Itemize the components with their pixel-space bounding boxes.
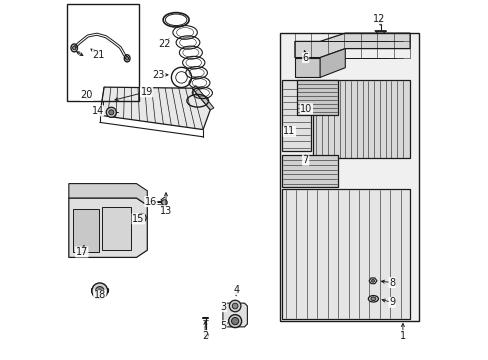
Circle shape xyxy=(228,315,241,328)
Circle shape xyxy=(98,289,102,293)
Polygon shape xyxy=(294,58,320,77)
Text: 1: 1 xyxy=(399,330,405,341)
Bar xyxy=(279,33,419,321)
Text: 11: 11 xyxy=(283,126,295,136)
Polygon shape xyxy=(102,207,131,250)
Circle shape xyxy=(92,283,107,299)
Ellipse shape xyxy=(370,297,375,301)
Bar xyxy=(279,33,419,321)
Circle shape xyxy=(140,216,144,220)
Text: 14: 14 xyxy=(91,106,103,116)
Text: 15: 15 xyxy=(132,214,144,224)
Text: 13: 13 xyxy=(160,206,172,216)
Polygon shape xyxy=(312,80,409,158)
Text: 17: 17 xyxy=(76,247,88,257)
Text: 9: 9 xyxy=(388,297,394,307)
Polygon shape xyxy=(282,189,409,319)
Text: 20: 20 xyxy=(81,90,93,100)
Polygon shape xyxy=(374,31,386,36)
Circle shape xyxy=(229,300,241,312)
Text: 8: 8 xyxy=(388,278,394,288)
Polygon shape xyxy=(282,155,337,187)
Text: 2: 2 xyxy=(202,330,207,341)
Text: 19: 19 xyxy=(140,87,152,97)
Text: 23: 23 xyxy=(152,70,164,80)
Text: 10: 10 xyxy=(300,104,312,114)
Text: 7: 7 xyxy=(302,155,308,165)
Text: 22: 22 xyxy=(158,39,170,49)
Text: 16: 16 xyxy=(144,197,157,207)
Polygon shape xyxy=(294,33,409,58)
Polygon shape xyxy=(296,80,337,115)
Circle shape xyxy=(232,303,238,309)
Polygon shape xyxy=(73,209,99,252)
Text: 12: 12 xyxy=(372,14,385,24)
Polygon shape xyxy=(69,198,147,257)
Ellipse shape xyxy=(367,296,378,302)
Text: 6: 6 xyxy=(302,53,308,63)
Circle shape xyxy=(106,107,116,117)
Ellipse shape xyxy=(125,57,128,60)
Circle shape xyxy=(95,287,104,295)
Circle shape xyxy=(231,318,238,325)
Bar xyxy=(67,4,139,101)
Text: 21: 21 xyxy=(92,50,104,60)
Text: 4: 4 xyxy=(233,285,239,295)
Polygon shape xyxy=(69,184,147,205)
Polygon shape xyxy=(223,303,247,327)
Polygon shape xyxy=(282,80,310,151)
Circle shape xyxy=(137,213,146,222)
Text: 5: 5 xyxy=(220,321,226,331)
Polygon shape xyxy=(100,87,210,130)
Ellipse shape xyxy=(72,46,76,50)
Circle shape xyxy=(108,110,114,115)
Circle shape xyxy=(371,279,374,282)
Polygon shape xyxy=(192,86,213,110)
Polygon shape xyxy=(320,49,345,77)
Text: 3: 3 xyxy=(220,302,226,312)
Polygon shape xyxy=(368,278,376,284)
Text: 18: 18 xyxy=(94,290,106,300)
